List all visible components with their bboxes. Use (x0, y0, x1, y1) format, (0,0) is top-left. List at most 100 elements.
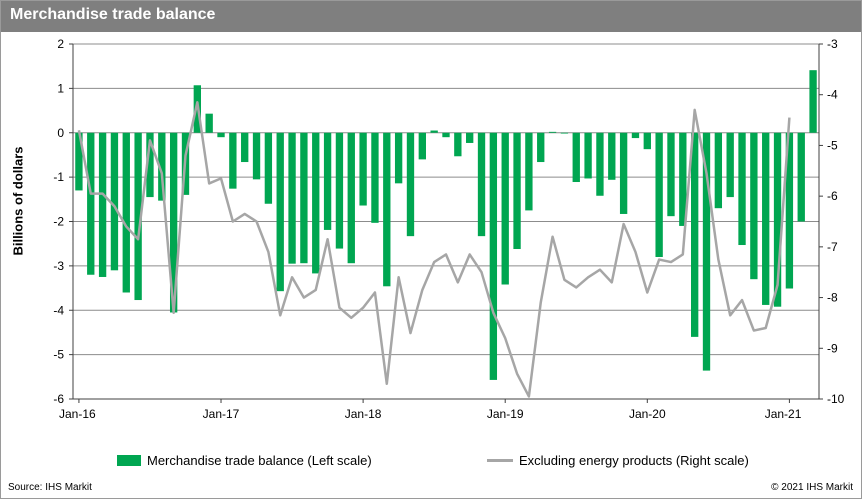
bar (442, 132, 450, 138)
axes (69, 43, 823, 403)
bar (584, 132, 592, 179)
bar (312, 132, 320, 274)
right-tick-label: -8 (827, 291, 838, 305)
bar (560, 132, 569, 134)
bar (501, 132, 509, 285)
bar (596, 132, 604, 196)
right-tick-label: -6 (827, 189, 838, 203)
bar (702, 132, 711, 371)
legend-label-line: Excluding energy products (Right scale) (519, 453, 749, 468)
bar (785, 132, 794, 289)
bar (418, 132, 426, 160)
bar (288, 132, 296, 264)
bar (276, 132, 284, 292)
legend-swatch-bars (117, 455, 141, 466)
bar (619, 132, 628, 214)
right-tick-label: -3 (827, 37, 838, 51)
bar (75, 132, 83, 191)
bar (655, 132, 663, 257)
left-tick-label: -6 (53, 392, 64, 406)
bar (300, 132, 308, 264)
right-tick-label: -7 (827, 240, 838, 254)
bar (750, 132, 758, 280)
title-bar: Merchandise trade balance (1, 1, 861, 32)
left-tick-label: 2 (57, 37, 64, 51)
bar (87, 132, 95, 275)
line-series (77, 101, 791, 398)
line-excluding-energy (77, 101, 791, 398)
bar (477, 132, 486, 237)
bar (323, 132, 332, 230)
bar (347, 132, 355, 264)
left-tick-label: -3 (53, 259, 64, 273)
x-tick-label: Jan-17 (203, 407, 240, 421)
bar (773, 132, 782, 307)
chart-title: Merchandise trade balance (10, 6, 216, 23)
bar (383, 132, 391, 287)
bar (643, 132, 651, 150)
bar (726, 132, 734, 198)
bar (572, 132, 580, 183)
right-tick-label: -4 (827, 88, 838, 102)
left-tick-label: 1 (57, 81, 64, 95)
x-tick-label: Jan-20 (629, 407, 666, 421)
bar (110, 132, 119, 271)
left-tick-label: -4 (53, 303, 64, 317)
bar (454, 132, 462, 157)
left-tick-label: -2 (53, 215, 64, 229)
bar (797, 132, 805, 222)
bar (134, 132, 142, 301)
left-tick-label: -1 (53, 170, 64, 184)
left-tick-label: 0 (57, 126, 64, 140)
left-tick-label: -5 (53, 348, 64, 362)
bar (714, 132, 723, 209)
x-tick-label: Jan-18 (345, 407, 382, 421)
copyright-note: © 2021 IHS Markit (771, 482, 853, 493)
legend-item-bars: Merchandise trade balance (Left scale) (117, 453, 372, 468)
bar (608, 132, 616, 180)
tick-labels: 2 1 0 -1 -2 -3 -4 -5 -6 -3 -4 -5 -6 -7 -8 -9 -10 Jan-16 Ja… (53, 37, 844, 421)
x-tick-label: Jan-19 (487, 407, 524, 421)
bar (146, 132, 154, 198)
right-tick-label: -9 (827, 341, 838, 355)
bar (359, 132, 367, 206)
bar (252, 132, 261, 180)
bar (158, 132, 166, 201)
bar (430, 130, 438, 133)
bar (264, 132, 273, 204)
bar (738, 132, 746, 246)
bar (406, 132, 415, 237)
bar (809, 70, 817, 133)
bar (205, 113, 213, 133)
legend-label-bars: Merchandise trade balance (Left scale) (147, 453, 372, 468)
x-tick-label: Jan-21 (765, 407, 802, 421)
bar (98, 132, 107, 277)
legend-swatch-line (487, 459, 513, 462)
bar (394, 132, 403, 184)
bar (667, 132, 675, 217)
bar (466, 132, 474, 143)
bar (631, 132, 640, 139)
bar (525, 132, 533, 211)
bar-series (75, 70, 817, 380)
bar (371, 132, 379, 223)
bar (548, 131, 557, 133)
bar (335, 132, 344, 249)
source-note: Source: IHS Markit (8, 482, 92, 493)
bar (169, 132, 178, 313)
bar (489, 132, 498, 380)
bar (241, 132, 249, 163)
bar (229, 132, 237, 189)
bar (679, 132, 687, 226)
x-tick-label: Jan-16 (59, 407, 96, 421)
bar (691, 132, 699, 337)
legend-item-line: Excluding energy products (Right scale) (487, 453, 749, 468)
right-tick-label: -10 (827, 392, 845, 406)
right-tick-label: -5 (827, 138, 838, 152)
bar (513, 132, 521, 250)
bar (537, 132, 545, 163)
bar (762, 132, 770, 305)
bar (122, 132, 130, 293)
